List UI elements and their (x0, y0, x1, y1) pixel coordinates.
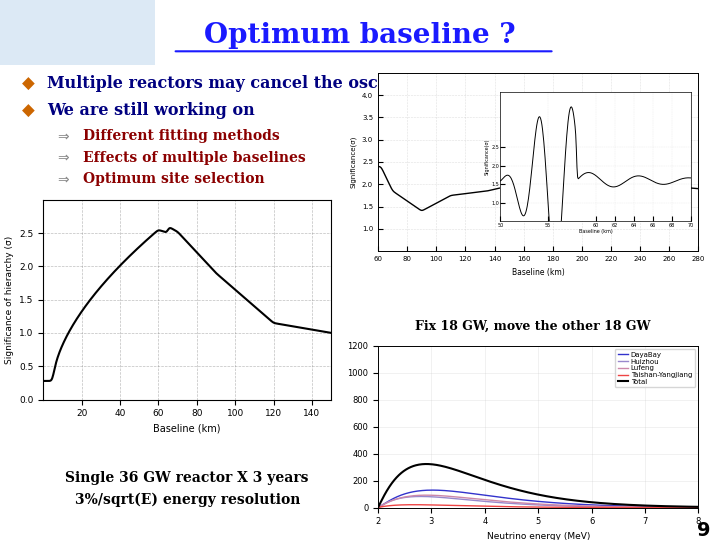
Text: We are still working on: We are still working on (47, 102, 255, 119)
Taishan-Yangjiang (694, 504, 703, 511)
Text: ⇒: ⇒ (58, 151, 69, 165)
DayaBay (374, 504, 382, 511)
Taishan-Yangjiang (374, 504, 382, 511)
Lufeng (576, 503, 585, 509)
Text: ⇒: ⇒ (58, 129, 69, 143)
Text: ◆: ◆ (22, 75, 35, 93)
Line: Total: Total (378, 464, 698, 508)
Taishan-Yangjiang (606, 504, 614, 511)
Line: DayaBay: DayaBay (378, 490, 698, 508)
Text: Single 36 GW reactor X 3 years: Single 36 GW reactor X 3 years (66, 471, 309, 485)
Taishan-Yangjiang (576, 504, 585, 511)
Huizhou (416, 493, 425, 500)
Text: Optimum site selection: Optimum site selection (83, 172, 264, 186)
Taishan-Yangjiang (413, 502, 422, 508)
Line: Lufeng: Lufeng (378, 495, 698, 508)
FancyBboxPatch shape (0, 0, 155, 65)
Text: Optimum baseline ?: Optimum baseline ? (204, 22, 516, 49)
Lufeng (694, 504, 703, 511)
Text: Effects of multiple baselines: Effects of multiple baselines (83, 151, 305, 165)
Huizhou (606, 504, 614, 510)
Huizhou (413, 494, 421, 500)
Huizhou (479, 498, 487, 504)
Lufeng (606, 503, 614, 510)
Lufeng (608, 503, 616, 510)
X-axis label: Baseline (km): Baseline (km) (512, 267, 564, 276)
Line: Huizhou: Huizhou (378, 496, 698, 508)
DayaBay (479, 492, 487, 498)
Y-axis label: Significance(σ): Significance(σ) (350, 136, 356, 188)
Total (422, 461, 431, 467)
Text: 3%/sqrt(E) energy resolution: 3%/sqrt(E) energy resolution (74, 492, 300, 507)
DayaBay (606, 502, 614, 509)
DayaBay (428, 487, 437, 494)
Taishan-Yangjiang (479, 503, 487, 510)
Y-axis label: Significance of hierarchy (σ): Significance of hierarchy (σ) (4, 235, 14, 364)
Huizhou (694, 504, 703, 511)
Huizhou (374, 504, 382, 511)
X-axis label: Baseline (km): Baseline (km) (579, 229, 613, 234)
Total (501, 483, 510, 490)
DayaBay (608, 502, 616, 509)
X-axis label: Neutrino energy (MeV): Neutrino energy (MeV) (487, 532, 590, 540)
Y-axis label: Significance(σ): Significance(σ) (485, 138, 490, 175)
Line: Taishan-Yangjiang: Taishan-Yangjiang (378, 505, 698, 508)
Total (413, 462, 421, 468)
DayaBay (501, 495, 510, 501)
Total (694, 504, 703, 510)
Lufeng (501, 498, 510, 505)
Text: ⇒: ⇒ (58, 172, 69, 186)
Text: ◆: ◆ (22, 102, 35, 120)
Lufeng (479, 496, 487, 503)
Legend: DayaBay, Huizhou, Lufeng, Taishan-Yangjiang, Total: DayaBay, Huizhou, Lufeng, Taishan-Yangji… (615, 349, 695, 387)
Taishan-Yangjiang (501, 503, 510, 510)
Total (606, 501, 614, 507)
Lufeng (413, 492, 421, 499)
Text: 9: 9 (698, 521, 711, 540)
Text: Different fitting methods: Different fitting methods (83, 129, 279, 143)
Huizhou (576, 503, 585, 510)
Text: Multiple reactors may cancel the oscillation structure: Multiple reactors may cancel the oscilla… (47, 75, 531, 92)
Text: Fix 18 GW, move the other 18 GW: Fix 18 GW, move the other 18 GW (415, 320, 651, 333)
Huizhou (501, 500, 510, 507)
Taishan-Yangjiang (410, 502, 418, 508)
Total (576, 498, 585, 504)
DayaBay (413, 488, 421, 495)
Lufeng (422, 492, 431, 498)
Total (374, 504, 382, 511)
Lufeng (374, 504, 382, 511)
DayaBay (694, 504, 703, 510)
Taishan-Yangjiang (608, 504, 616, 511)
Total (479, 476, 487, 483)
DayaBay (576, 501, 585, 508)
Total (608, 501, 616, 507)
X-axis label: Baseline (km): Baseline (km) (153, 424, 221, 434)
Huizhou (608, 504, 616, 510)
